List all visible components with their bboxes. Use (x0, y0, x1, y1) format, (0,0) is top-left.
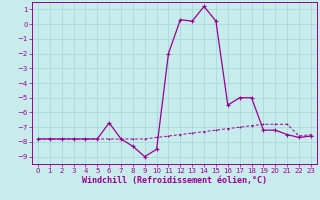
X-axis label: Windchill (Refroidissement éolien,°C): Windchill (Refroidissement éolien,°C) (82, 176, 267, 185)
